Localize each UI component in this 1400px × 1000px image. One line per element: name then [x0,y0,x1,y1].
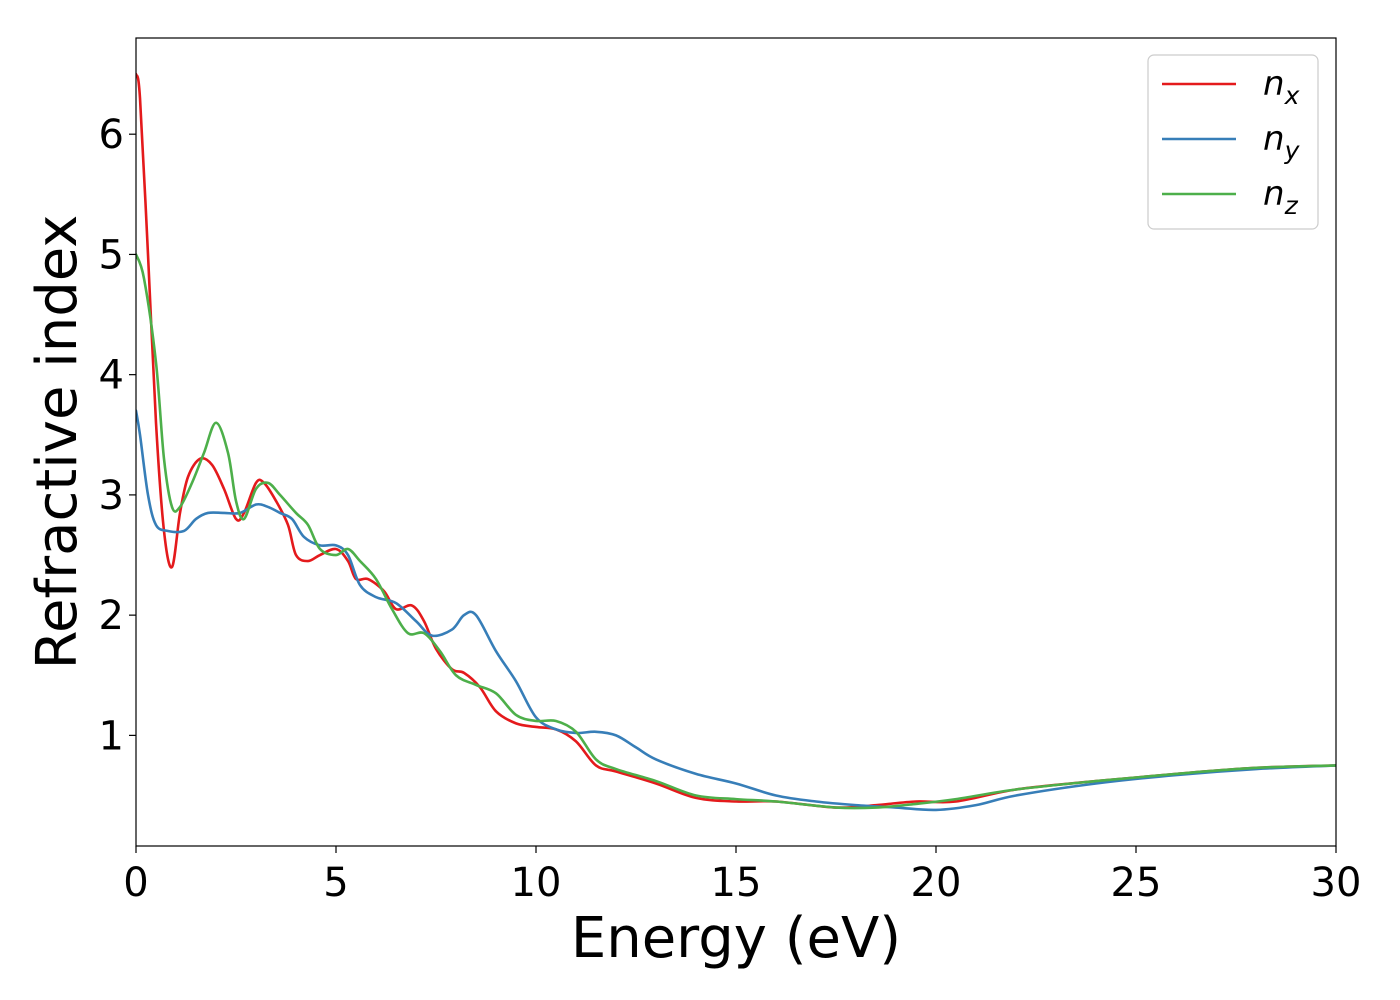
legend-box [1147,54,1319,230]
x-tick-label: 25 [1111,860,1162,906]
y-tick-label: 1 [99,713,124,759]
y-tick-label: 4 [99,353,124,399]
x-tick-label: 20 [911,860,962,906]
y-tick-label: 5 [99,232,124,278]
series-line-z [136,253,1336,810]
x-tick-label: 15 [711,860,762,906]
x-tick-label: 30 [1311,860,1362,906]
series-layer [136,72,1336,812]
x-tick-label: 0 [123,860,148,906]
legend-label-x: nx [1263,64,1300,110]
y-axis-label: Refractive index [25,215,90,670]
y-tick-label: 6 [99,112,124,158]
x-tick-label: 10 [511,860,562,906]
legend-label-y: ny [1263,119,1301,165]
x-axis-label: Energy (eV) [571,906,901,971]
legend-label-z: nz [1263,174,1299,220]
legend: nx ny nz [1147,54,1319,230]
y-tick-label: 2 [99,593,124,639]
y-tick-label: 3 [99,473,124,519]
ticks-layer: 0 5 10 15 20 25 30 1 2 3 4 5 6 [99,112,1362,906]
x-tick-label: 5 [323,860,348,906]
